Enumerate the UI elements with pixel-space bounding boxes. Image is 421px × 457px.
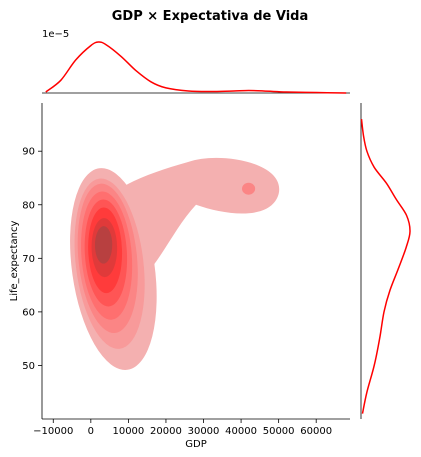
x-ticks: −10000 0 10000 20000 30000 40000 50000 60000: [33, 419, 332, 437]
kde-secondary-mode: [242, 182, 256, 195]
y-axis-label: Life_expectancy: [9, 221, 20, 302]
x-tick-label: 20000: [150, 426, 182, 437]
chart-title: GDP × Expectativa de Vida: [112, 9, 308, 24]
right-marginal-kde-line: [360, 119, 411, 414]
top-marginal-kde-line: [45, 41, 347, 94]
x-tick-label: 50000: [263, 426, 295, 437]
kde-contours: [70, 157, 280, 370]
y-tick-label: 80: [22, 200, 35, 211]
top-marginal-plot: 1e−5: [42, 29, 350, 94]
x-tick-label: 40000: [225, 426, 257, 437]
x-tick-label: −10000: [33, 426, 73, 437]
right-marginal-plot: [360, 103, 411, 419]
x-tick-label: 30000: [188, 426, 220, 437]
x-axis-label: GDP: [185, 439, 206, 450]
y-tick-label: 70: [22, 254, 35, 265]
y-tick-label: 90: [22, 147, 35, 158]
y-ticks: 50 60 70 80 90: [22, 147, 42, 372]
y-tick-label: 50: [22, 361, 35, 372]
x-tick-label: 60000: [300, 426, 332, 437]
joint-plot: −10000 0 10000 20000 30000 40000 50000 60000 50…: [9, 103, 350, 450]
kde-contour-level-8: [94, 226, 113, 264]
top-marginal-scale-label: 1e−5: [42, 29, 69, 40]
x-tick-label: 0: [88, 426, 94, 437]
y-tick-label: 60: [22, 307, 35, 318]
x-tick-label: 10000: [112, 426, 144, 437]
